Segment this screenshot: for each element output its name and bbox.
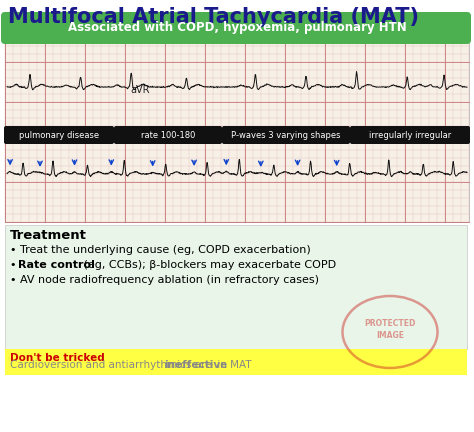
Text: Don't be tricked: Don't be tricked: [10, 353, 105, 363]
Text: Rate control: Rate control: [18, 260, 95, 270]
Text: • Treat the underlying cause (eg, COPD exacerbation): • Treat the underlying cause (eg, COPD e…: [10, 245, 311, 255]
Text: IMAGE: IMAGE: [376, 331, 404, 340]
Text: pulmonary disease: pulmonary disease: [19, 130, 99, 140]
Text: aVR: aVR: [130, 85, 149, 95]
Text: Multifocal Atrial Tachycardia (MAT): Multifocal Atrial Tachycardia (MAT): [8, 7, 419, 27]
Text: • AV node radiofrequency ablation (in refractory cases): • AV node radiofrequency ablation (in re…: [10, 275, 319, 285]
Text: P-waves 3 varying shapes: P-waves 3 varying shapes: [231, 130, 341, 140]
Text: PROTECTED: PROTECTED: [365, 320, 416, 328]
Text: •: •: [10, 260, 20, 270]
FancyBboxPatch shape: [5, 349, 467, 375]
Text: Treatment: Treatment: [10, 229, 87, 242]
FancyBboxPatch shape: [5, 225, 467, 349]
Text: Associated with COPD, hypoxemia, pulmonary HTN: Associated with COPD, hypoxemia, pulmona…: [68, 22, 406, 35]
Text: rate 100-180: rate 100-180: [141, 130, 195, 140]
Text: Cardioversion and antiarrhythmics are: Cardioversion and antiarrhythmics are: [10, 360, 215, 370]
FancyBboxPatch shape: [222, 126, 350, 144]
FancyBboxPatch shape: [4, 126, 114, 144]
FancyBboxPatch shape: [5, 42, 469, 222]
Text: irregularly irregular: irregularly irregular: [369, 130, 451, 140]
Text: ineffective: ineffective: [164, 360, 227, 370]
FancyBboxPatch shape: [350, 126, 470, 144]
FancyBboxPatch shape: [114, 126, 222, 144]
Text: in MAT: in MAT: [215, 360, 252, 370]
FancyBboxPatch shape: [1, 12, 471, 44]
Text: (eg, CCBs); β-blockers may exacerbate COPD: (eg, CCBs); β-blockers may exacerbate CO…: [81, 260, 337, 270]
